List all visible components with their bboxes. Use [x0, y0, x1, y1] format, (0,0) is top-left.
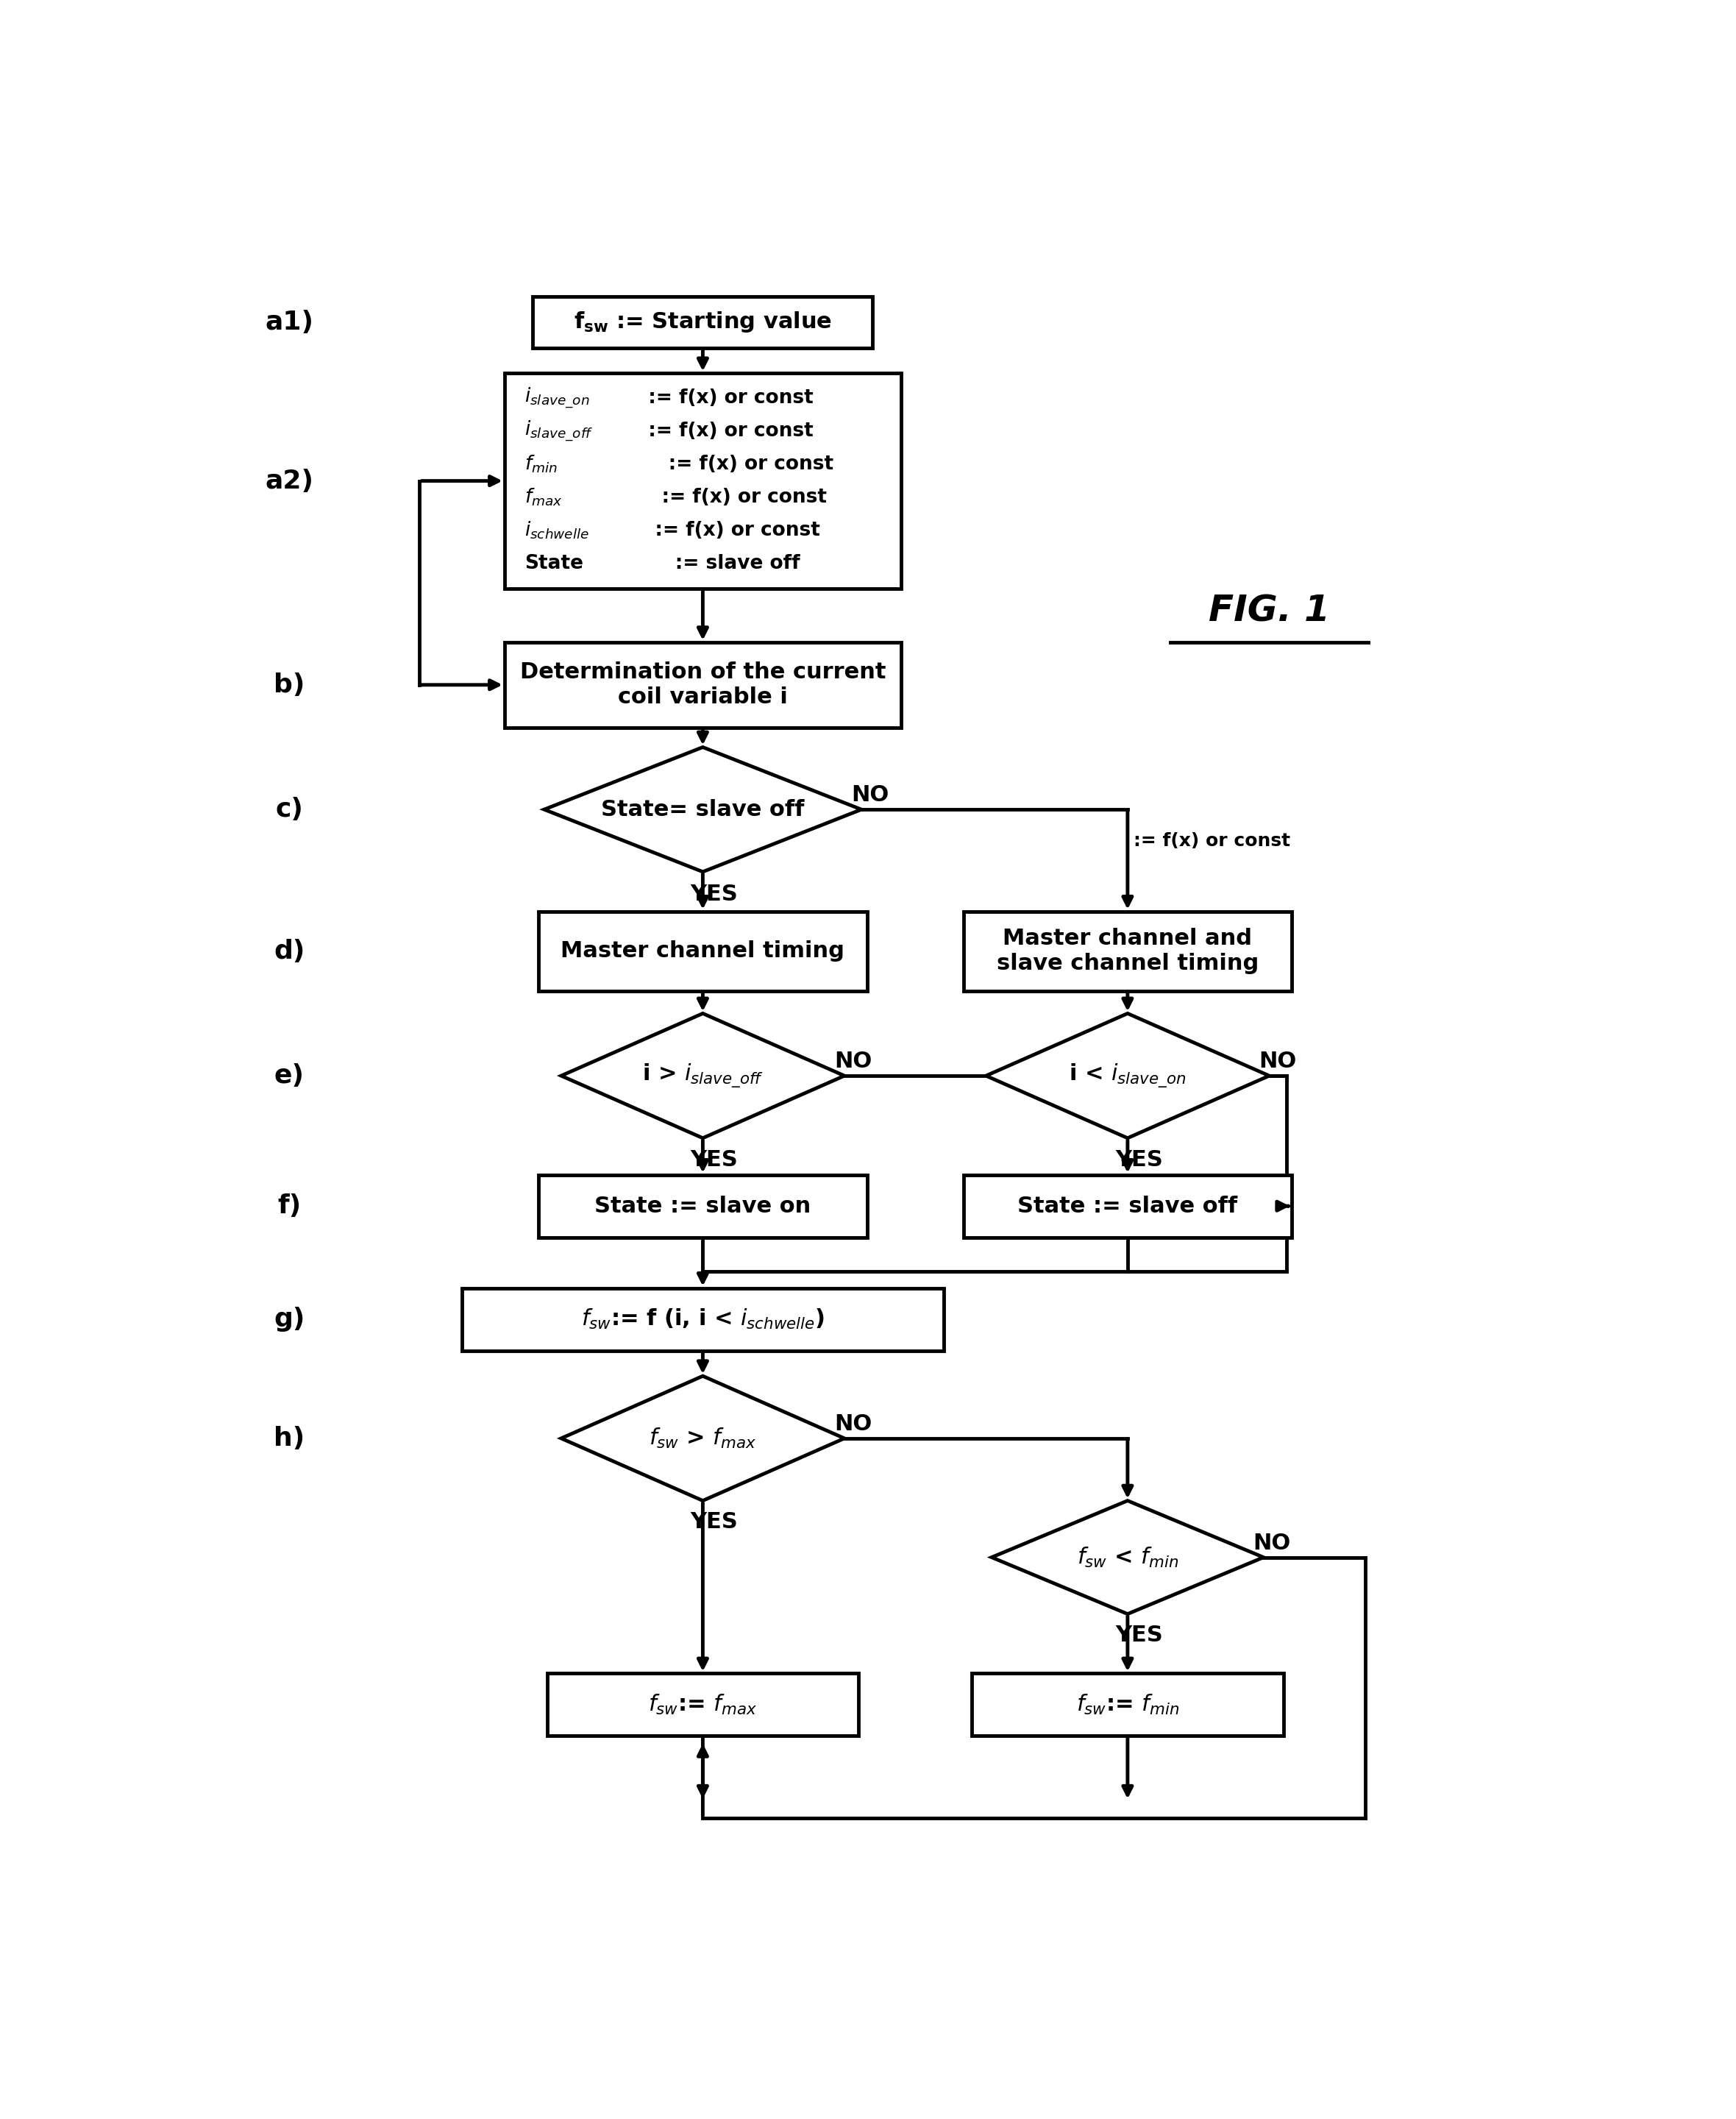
FancyBboxPatch shape	[538, 911, 866, 992]
Text: h): h)	[274, 1426, 306, 1452]
Text: e): e)	[274, 1064, 304, 1089]
Text: FIG. 1: FIG. 1	[1208, 593, 1330, 629]
Text: a1): a1)	[266, 309, 314, 335]
Text: $i_{slave\_off}$: $i_{slave\_off}$	[524, 420, 594, 443]
Text: := f(x) or const: := f(x) or const	[635, 487, 826, 506]
Text: := slave off: := slave off	[635, 553, 800, 572]
Text: NO: NO	[851, 784, 889, 805]
Text: f): f)	[278, 1193, 300, 1218]
Text: a2): a2)	[266, 468, 314, 494]
Text: $f_{sw}$:= $f_{max}$: $f_{sw}$:= $f_{max}$	[648, 1693, 757, 1716]
Text: g): g)	[274, 1307, 306, 1333]
FancyBboxPatch shape	[963, 1174, 1292, 1237]
Text: i < $i_{slave\_on}$: i < $i_{slave\_on}$	[1069, 1062, 1186, 1089]
Polygon shape	[561, 1375, 844, 1500]
Text: $f_{sw}$:= f (i, i < $i_{schwelle}$): $f_{sw}$:= f (i, i < $i_{schwelle}$)	[582, 1307, 825, 1331]
FancyBboxPatch shape	[972, 1674, 1283, 1735]
Text: := f(x) or const: := f(x) or const	[1134, 833, 1290, 850]
Text: := f(x) or const: := f(x) or const	[635, 422, 814, 441]
Text: $\mathbf{f_{sw}}$ := Starting value: $\mathbf{f_{sw}}$ := Starting value	[573, 309, 832, 335]
Text: YES: YES	[691, 1511, 738, 1532]
Text: i > $i_{slave\_off}$: i > $i_{slave\_off}$	[642, 1062, 764, 1089]
Text: $f_{sw}$:= $f_{min}$: $f_{sw}$:= $f_{min}$	[1076, 1693, 1179, 1716]
Text: State := slave off: State := slave off	[1017, 1195, 1238, 1216]
Text: NO: NO	[1253, 1532, 1292, 1553]
Text: $f_{min}$: $f_{min}$	[524, 453, 557, 475]
Text: b): b)	[274, 672, 306, 697]
Text: $i_{schwelle}$: $i_{schwelle}$	[524, 519, 589, 540]
Text: State: State	[524, 553, 583, 572]
Text: NO: NO	[1259, 1051, 1297, 1072]
FancyBboxPatch shape	[538, 1174, 866, 1237]
Text: NO: NO	[833, 1413, 871, 1435]
Text: d): d)	[274, 939, 306, 964]
Polygon shape	[991, 1500, 1264, 1615]
Text: $f_{sw}$ > $f_{max}$: $f_{sw}$ > $f_{max}$	[649, 1426, 757, 1449]
Text: State := slave on: State := slave on	[594, 1195, 811, 1216]
Text: := f(x) or const: := f(x) or const	[635, 456, 833, 475]
Text: YES: YES	[1115, 1148, 1163, 1170]
Text: $f_{max}$: $f_{max}$	[524, 487, 562, 509]
Text: $f_{sw}$ < $f_{min}$: $f_{sw}$ < $f_{min}$	[1076, 1545, 1179, 1570]
Text: := f(x) or const: := f(x) or const	[635, 388, 814, 407]
Text: := f(x) or const: := f(x) or const	[635, 521, 819, 540]
Text: YES: YES	[691, 1148, 738, 1170]
FancyBboxPatch shape	[505, 642, 901, 727]
Text: Master channel and
slave channel timing: Master channel and slave channel timing	[996, 928, 1259, 975]
FancyBboxPatch shape	[963, 911, 1292, 992]
FancyBboxPatch shape	[533, 297, 873, 348]
Text: Master channel timing: Master channel timing	[561, 941, 845, 962]
FancyBboxPatch shape	[547, 1674, 859, 1735]
Text: NO: NO	[833, 1051, 871, 1072]
Polygon shape	[986, 1013, 1269, 1138]
Text: State= slave off: State= slave off	[601, 799, 804, 820]
Polygon shape	[543, 748, 861, 871]
Text: c): c)	[276, 797, 304, 822]
Text: YES: YES	[691, 884, 738, 905]
Polygon shape	[561, 1013, 844, 1138]
FancyBboxPatch shape	[505, 373, 901, 589]
Text: $i_{slave\_on}$: $i_{slave\_on}$	[524, 386, 590, 409]
Text: Determination of the current
coil variable i: Determination of the current coil variab…	[519, 661, 885, 708]
Text: YES: YES	[1115, 1625, 1163, 1646]
FancyBboxPatch shape	[462, 1288, 943, 1350]
